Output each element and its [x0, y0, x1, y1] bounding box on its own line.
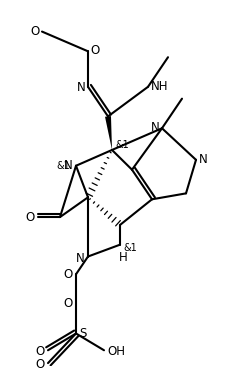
Text: NH: NH	[151, 81, 169, 93]
Text: O: O	[36, 345, 45, 358]
Text: O: O	[31, 25, 40, 38]
Text: N: N	[64, 159, 73, 172]
Text: S: S	[79, 327, 86, 340]
Text: O: O	[36, 358, 45, 371]
Text: N: N	[151, 121, 160, 134]
Text: &1: &1	[115, 140, 129, 150]
Text: N: N	[199, 153, 208, 166]
Text: N: N	[76, 252, 85, 265]
Text: OH: OH	[107, 345, 125, 358]
Text: O: O	[64, 268, 73, 281]
Text: O: O	[26, 211, 35, 224]
Polygon shape	[105, 116, 112, 150]
Text: O: O	[90, 44, 99, 57]
Text: N: N	[77, 81, 86, 94]
Text: O: O	[64, 298, 73, 311]
Text: &1: &1	[123, 243, 137, 253]
Text: H: H	[119, 251, 127, 264]
Text: &1: &1	[56, 161, 70, 171]
